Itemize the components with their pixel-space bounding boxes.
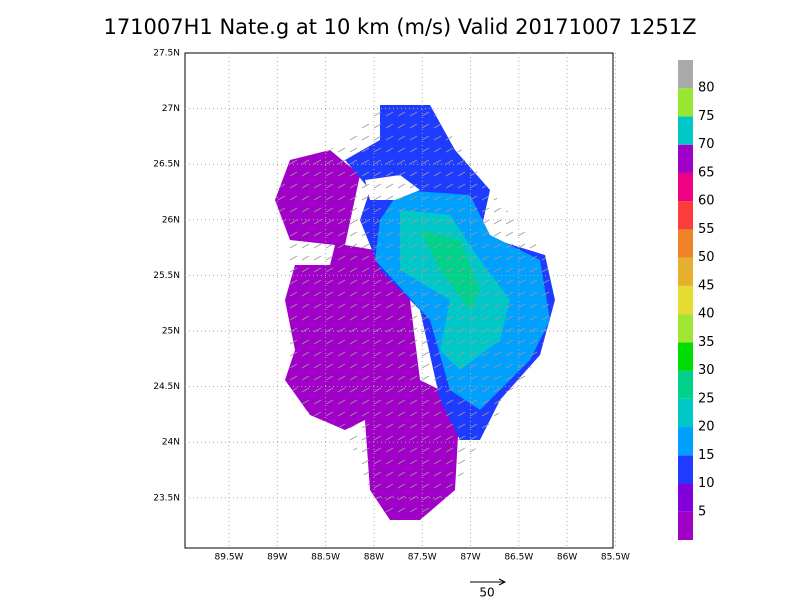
colorbar-swatch (678, 144, 693, 173)
colorbar-swatch (678, 370, 693, 399)
colorbar-label: 65 (698, 165, 715, 180)
lat-label: 25.5N (153, 271, 180, 281)
colorbar-swatch (678, 285, 693, 315)
lat-label: 24.5N (153, 382, 180, 392)
colorbar-label: 25 (698, 391, 715, 406)
vector-reference-head (498, 578, 507, 586)
colorbar: 5 10 15 20 25 30 35 40 45 50 55 60 65 70 75 80 (678, 60, 715, 540)
colorbar-label: 75 (698, 109, 715, 124)
colorbar-swatch (678, 511, 693, 540)
lon-label: 86W (557, 553, 577, 563)
vector-reference-label: 50 (479, 586, 494, 600)
lat-label: 27.5N (153, 49, 180, 59)
lat-label: 26.5N (153, 160, 180, 170)
wind-field (275, 105, 555, 520)
colorbar-label: 70 (698, 137, 715, 152)
colorbar-swatch (678, 427, 693, 456)
colorbar-swatch (678, 229, 693, 258)
lon-label: 88.5W (311, 553, 340, 563)
colorbar-swatch (678, 342, 693, 371)
title: 171007H1 Nate.g at 10 km (m/s) Valid 201… (103, 15, 696, 39)
colorbar-label: 50 (698, 250, 715, 265)
map-frame (184, 52, 614, 549)
lat-label: 24N (162, 438, 180, 448)
colorbar-label: 15 (698, 448, 715, 463)
colorbar-swatch (678, 455, 693, 484)
lat-label: 26N (162, 215, 180, 225)
graticule: 27.5N 27N 26.5N 26N 25.5N 25N 24.5N 24N 23.5N 89.… (153, 49, 630, 563)
colorbar-label: 40 (698, 307, 715, 322)
lon-label: 87.5W (408, 553, 437, 563)
lat-label: 25N (162, 327, 180, 337)
colorbar-label: 35 (698, 335, 715, 350)
colorbar-swatch (678, 398, 693, 428)
lon-label: 88W (364, 553, 384, 563)
lon-label: 89W (267, 553, 287, 563)
colorbar-swatch (678, 88, 693, 117)
colorbar-label: 20 (698, 420, 715, 435)
colorbar-swatch (678, 116, 693, 145)
colorbar-label: 10 (698, 476, 715, 491)
lat-label: 27N (162, 104, 180, 114)
colorbar-label: 30 (698, 363, 715, 378)
lat-label: 23.5N (153, 493, 180, 503)
lon-label: 86.5W (504, 553, 533, 563)
lon-label: 89.5W (215, 553, 244, 563)
colorbar-label: 80 (698, 81, 715, 96)
colorbar-label: 55 (698, 222, 715, 237)
colorbar-swatch (678, 60, 693, 89)
colorbar-label: 5 (698, 504, 706, 519)
colorbar-swatch (678, 314, 693, 343)
lon-label: 87W (460, 553, 480, 563)
colorbar-label: 60 (698, 194, 715, 209)
colorbar-swatch (678, 257, 693, 286)
colorbar-label: 45 (698, 278, 715, 293)
colorbar-swatch (678, 483, 693, 512)
colorbar-swatch (678, 201, 693, 230)
lon-label: 85.5W (601, 553, 630, 563)
colorbar-swatch (678, 172, 693, 202)
